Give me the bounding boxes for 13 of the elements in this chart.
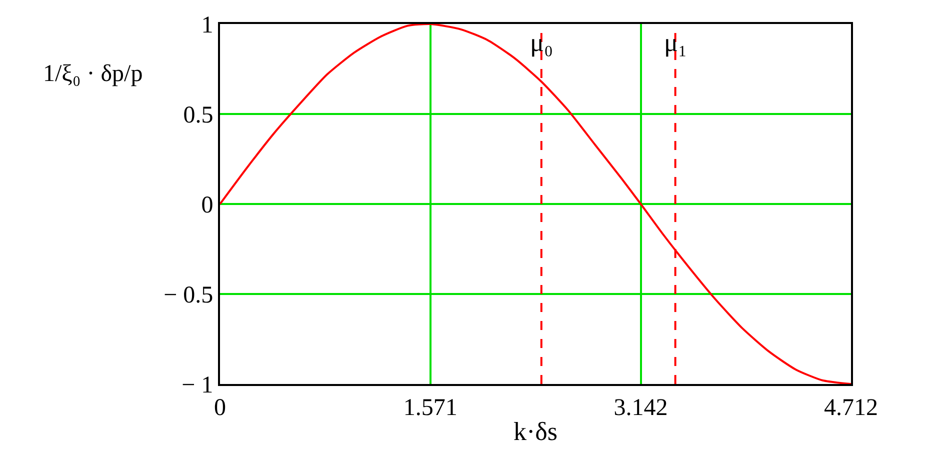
y-tick-label: 1 <box>201 12 214 38</box>
x-tick-label: 4.712 <box>824 394 878 421</box>
ref-line-label: μ₀ <box>530 28 554 57</box>
y-axis-title: 1/ξ₀ · δp/p <box>43 61 143 87</box>
y-tick-label: − 1 <box>182 372 214 398</box>
x-tick-label: 1.571 <box>403 394 458 421</box>
y-tick-label: 0.5 <box>183 102 214 128</box>
y-tick-label: 0 <box>201 192 214 218</box>
x-tick-label: 3.142 <box>614 394 668 421</box>
y-tick-label: − 0.5 <box>164 282 214 308</box>
line-series <box>220 24 851 384</box>
x-axis-title: k·δs <box>513 417 558 446</box>
ref-line-label: μ₁ <box>664 28 688 57</box>
